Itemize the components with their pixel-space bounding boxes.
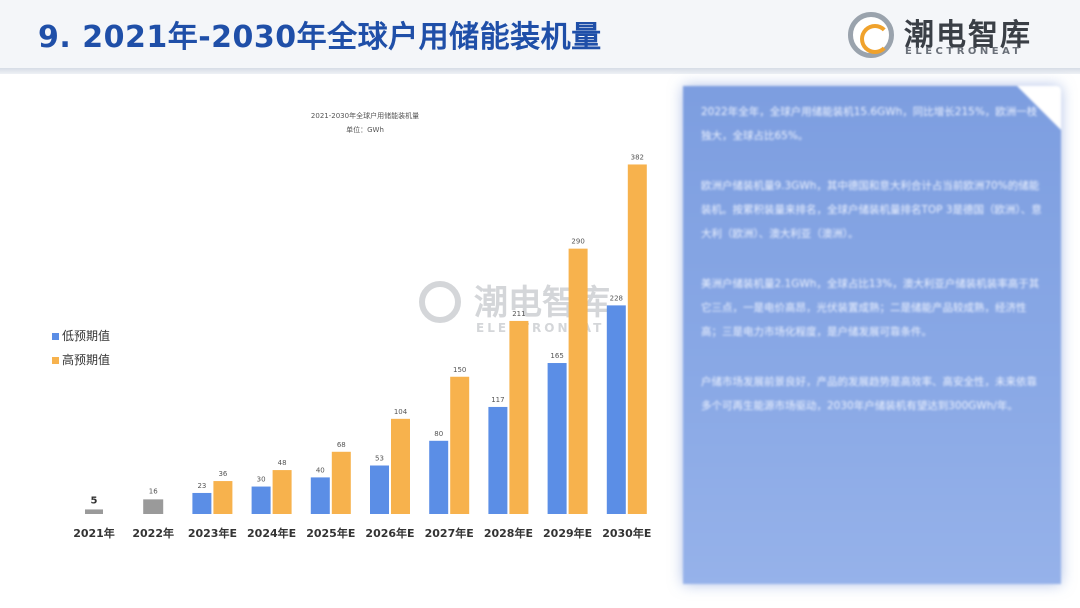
data-label-low: 40	[316, 466, 325, 474]
data-label-low: 165	[550, 352, 563, 360]
summary-paragraph: 美洲户储装机量2.1GWh，全球占比13%，澳大利亚户储装机装率高于其它三点，一…	[701, 278, 1040, 338]
bar-low-estimate	[547, 363, 567, 514]
data-label-high: 150	[453, 366, 466, 374]
logo-mark-icon	[848, 12, 894, 58]
data-label-low: 30	[257, 476, 266, 484]
bar-high-estimate	[391, 418, 410, 514]
bar-high-estimate	[509, 320, 529, 514]
x-tick-label: 2030年E	[602, 526, 651, 540]
x-tick-label: 2026年E	[365, 526, 414, 540]
summary-paragraph: 欧洲户储装机量9.3GWh，其中德国和意大利合计占当前欧洲70%的储能装机。按累…	[701, 180, 1042, 240]
data-label-high: 36	[218, 470, 227, 478]
logo-subtext: ELECTRONEAT	[905, 46, 1023, 57]
bar-low-estimate	[251, 486, 271, 514]
chart-bars	[85, 164, 647, 514]
legend-swatch-high	[52, 357, 59, 364]
logo-text: 潮电智库	[904, 18, 1032, 53]
summary-paragraph: 户储市场发展前景良好，产品的发展趋势是高效率、高安全性，未来依靠多个可再生能源市…	[701, 376, 1037, 412]
x-tick-label: 2021年	[73, 526, 115, 540]
data-label-actual: 5	[91, 495, 98, 506]
bar-high-estimate	[331, 451, 351, 514]
data-label-high: 48	[278, 459, 287, 467]
bar-low-estimate	[370, 465, 389, 514]
bar-high-estimate	[450, 376, 470, 514]
bar-actual	[143, 499, 164, 514]
watermark-logo-icon	[419, 281, 461, 323]
data-label-low: 228	[610, 294, 623, 302]
legend-label-low: 低预期值	[62, 328, 110, 343]
slide-header: 9. 2021年-2030年全球户用储能装机量 潮电智库 ELECTRONEAT	[0, 0, 1080, 68]
bar-high-estimate	[627, 164, 647, 514]
data-label-low: 80	[434, 430, 443, 438]
chart-title: 2021-2030年全球户用储能装机量	[311, 111, 419, 120]
data-label-low: 23	[197, 482, 206, 490]
chart-subtitle: 单位：GWh	[346, 125, 384, 134]
legend-label-high: 高预期值	[62, 352, 110, 367]
x-tick-label: 2028年E	[484, 526, 533, 540]
slide-title: 9. 2021年-2030年全球户用储能装机量	[38, 20, 602, 55]
summary-panel: 2022年全年，全球户用储能装机15.6GWh，同比增长215%，欧洲一枝独大，…	[683, 86, 1061, 584]
bar-high-estimate	[568, 248, 588, 514]
bar-high-estimate	[213, 481, 233, 514]
bar-low-estimate	[429, 440, 449, 514]
summary-paragraph: 2022年全年，全球户用储能装机15.6GWh，同比增长215%，欧洲一枝独大，…	[701, 106, 1038, 142]
x-tick-label: 2025年E	[306, 526, 355, 540]
bar-low-estimate	[606, 305, 626, 514]
bar-low-estimate	[192, 492, 212, 514]
bar-low-estimate	[310, 477, 330, 514]
bar-actual	[85, 509, 103, 514]
brand-logo: 潮电智库 ELECTRONEAT	[848, 8, 1073, 64]
x-tick-label: 2023年E	[188, 526, 237, 540]
legend-swatch-low	[52, 333, 59, 340]
x-tick-label: 2027年E	[425, 526, 474, 540]
x-tick-label: 2024年E	[247, 526, 296, 540]
data-label-low: 117	[491, 396, 504, 404]
data-label-low: 53	[375, 455, 384, 463]
header-divider	[0, 68, 1080, 74]
data-label-high: 68	[337, 441, 346, 449]
bar-low-estimate	[488, 406, 508, 514]
data-label-high: 382	[631, 153, 644, 161]
chart-x-axis: 2021年 2022年 2023年E 2024年E 2025年E 2026年E 2027年E…	[73, 526, 651, 540]
watermark-text: 潮电智库	[474, 283, 610, 323]
bar-chart: 潮电智库 ELECTRONEAT 2021-2030年全球户用储能装机量 单位：…	[52, 111, 651, 540]
data-label-high: 211	[512, 310, 525, 318]
data-label-actual: 16	[149, 487, 158, 495]
chart-data-labels: 5 16 23 36 30 48 40 68 53 104 80 150 117 211 165 290 228…	[91, 153, 644, 506]
chart-legend: 低预期值 高预期值	[52, 328, 110, 367]
data-label-high: 104	[394, 408, 408, 416]
x-tick-label: 2022年	[132, 526, 174, 540]
x-tick-label: 2029年E	[543, 526, 592, 540]
bar-high-estimate	[272, 470, 292, 514]
data-label-high: 290	[571, 238, 584, 246]
